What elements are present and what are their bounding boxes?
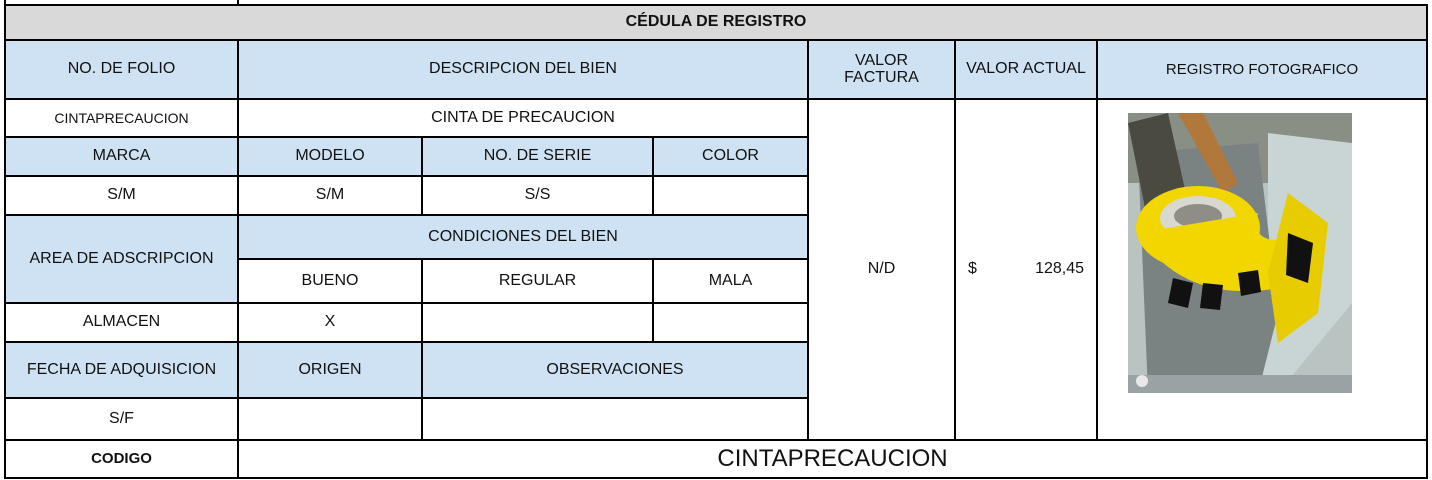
table-cell: CÉDULA DE REGISTRO xyxy=(5,5,1427,40)
empty-cell xyxy=(653,303,808,342)
table-cell: MODELO xyxy=(238,137,422,176)
table-cell: S/F xyxy=(5,398,238,440)
table-cell: NO. DE FOLIO xyxy=(5,40,238,99)
photo xyxy=(1128,113,1352,393)
table-cell: N/D xyxy=(808,99,955,440)
table-cell: S/S xyxy=(422,176,653,215)
table-cell: BUENO xyxy=(238,259,422,303)
cell-text: 128,45 xyxy=(1035,260,1084,278)
table-cell: VALOR ACTUAL xyxy=(955,40,1097,99)
table-cell: CINTAPRECAUCION xyxy=(5,99,238,137)
table-cell: $128,45 xyxy=(955,99,1097,440)
table-cell: AREA DE ADSCRIPCION xyxy=(5,215,238,303)
table-cell: S/M xyxy=(5,176,238,215)
table-cell: OBSERVACIONES xyxy=(422,342,808,398)
table-cell: ORIGEN xyxy=(238,342,422,398)
photo-cell xyxy=(1097,99,1427,440)
table-cell: MALA xyxy=(653,259,808,303)
table-cell: COLOR xyxy=(653,137,808,176)
table-cell: MARCA xyxy=(5,137,238,176)
table-cell: X xyxy=(238,303,422,342)
table-cell: CODIGO xyxy=(5,440,238,478)
table-cell: REGULAR xyxy=(422,259,653,303)
empty-cell xyxy=(422,398,808,440)
table-cell: DESCRIPCION DEL BIEN xyxy=(238,40,808,99)
table-cell: CINTA DE PRECAUCION xyxy=(238,99,808,137)
empty-cell xyxy=(422,303,653,342)
table-cell: NO. DE SERIE xyxy=(422,137,653,176)
table-cell: REGISTRO FOTOGRAFICO xyxy=(1097,40,1427,99)
table-cell: FECHA DE ADQUISICION xyxy=(5,342,238,398)
table-cell: CONDICIONES DEL BIEN xyxy=(238,215,808,259)
table-cell: ALMACEN xyxy=(5,303,238,342)
empty-cell xyxy=(653,176,808,215)
top-tick xyxy=(237,0,239,6)
table-cell: VALOR FACTURA xyxy=(808,40,955,99)
top-tick xyxy=(4,0,6,6)
table-cell: CINTAPRECAUCION xyxy=(238,440,1427,478)
table-cell: S/M xyxy=(238,176,422,215)
empty-cell xyxy=(238,398,422,440)
cell-text: $ xyxy=(968,260,977,278)
